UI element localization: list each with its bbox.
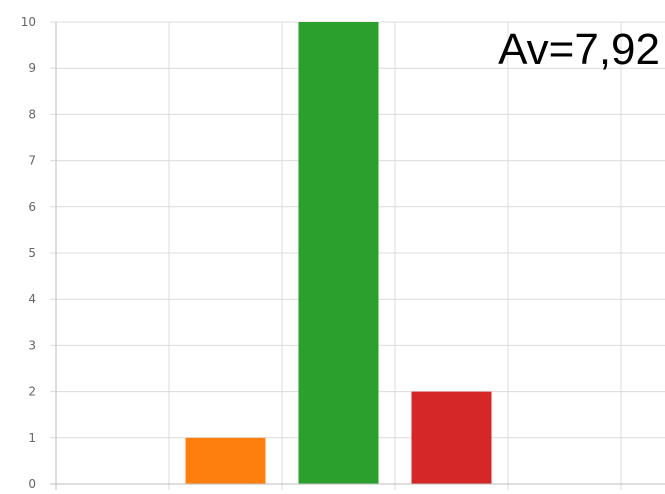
y-tick-label: 5 — [28, 246, 36, 260]
bar-3 — [411, 391, 492, 484]
y-tick-label: 7 — [28, 154, 36, 168]
bars-layer — [185, 22, 492, 484]
bar-2 — [298, 22, 379, 484]
y-tick-label: 3 — [28, 338, 36, 352]
y-tick-labels: 0 1 2 3 4 5 6 7 8 9 10 — [21, 15, 36, 491]
bar-1 — [185, 437, 266, 484]
y-tick-label: 9 — [28, 61, 36, 75]
y-tick-label: 2 — [28, 385, 36, 399]
y-tick-label: 4 — [28, 292, 36, 306]
y-tick-label: 8 — [28, 107, 36, 121]
y-tick-label: 0 — [28, 477, 36, 491]
y-tick-label: 6 — [28, 200, 36, 214]
average-annotation: Av=7,92 — [498, 25, 660, 74]
y-tick-label: 10 — [21, 15, 36, 29]
y-tick-label: 1 — [28, 431, 36, 445]
